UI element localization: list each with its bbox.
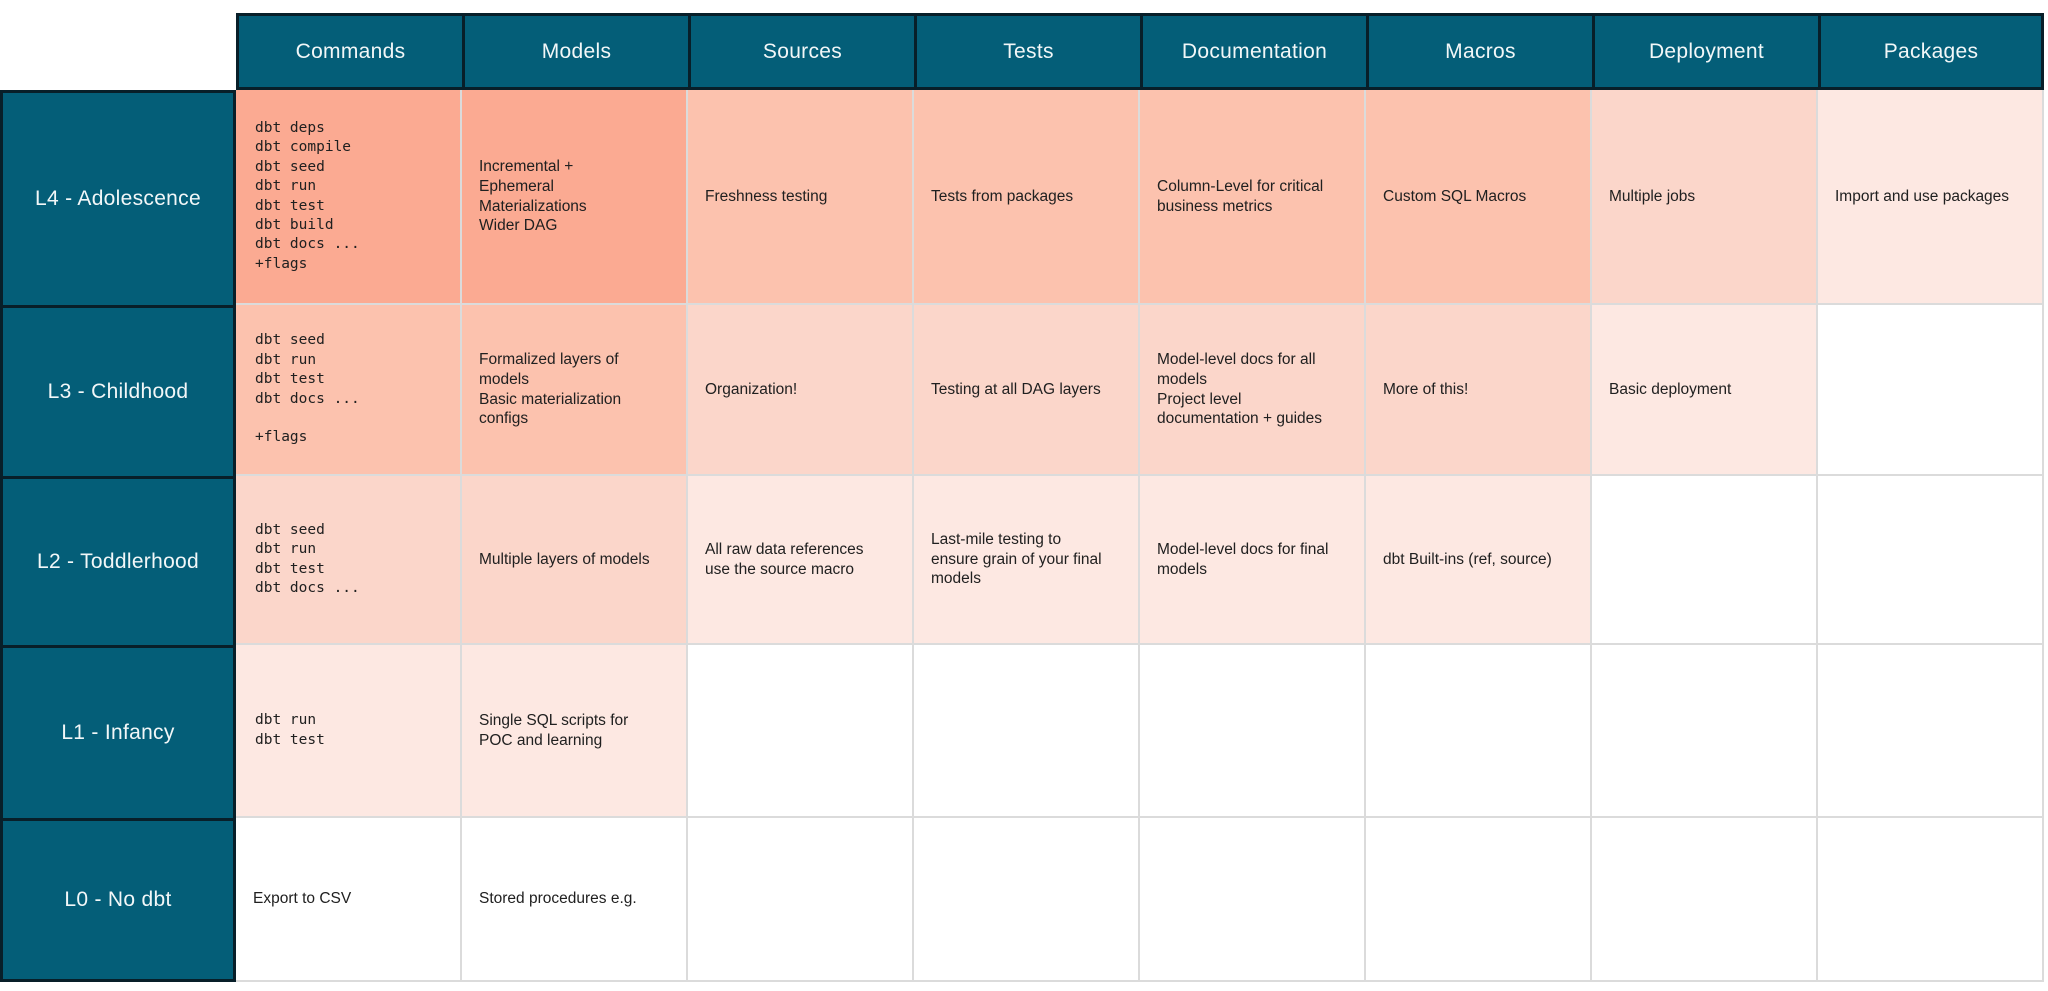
cell-l3-packages (1818, 305, 2044, 476)
cell-l1-packages (1818, 645, 2044, 818)
column-header-models: Models (462, 13, 688, 90)
cell-l2-tests: Last-mile testing to ensure grain of you… (914, 476, 1140, 645)
cell-l2-commands: dbt seed dbt run dbt test dbt docs ... (236, 476, 462, 645)
cell-l2-models: Multiple layers of models (462, 476, 688, 645)
cell-l2-macros: dbt Built-ins (ref, source) (1366, 476, 1592, 645)
cell-l2-deployment (1592, 476, 1818, 645)
cell-l0-deployment (1592, 818, 1818, 982)
cell-l1-models: Single SQL scripts for POC and learning (462, 645, 688, 818)
cell-l1-documentation (1140, 645, 1366, 818)
cell-l3-macros: More of this! (1366, 305, 1592, 476)
cell-l0-macros (1366, 818, 1592, 982)
cell-l3-documentation: Model-level docs for all models Project … (1140, 305, 1366, 476)
cell-l3-commands: dbt seed dbt run dbt test dbt docs ... +… (236, 305, 462, 476)
cell-l3-models: Formalized layers of models Basic materi… (462, 305, 688, 476)
cell-l2-sources: All raw data references use the source m… (688, 476, 914, 645)
cell-l1-tests (914, 645, 1140, 818)
cell-l4-models: Incremental + Ephemeral Materializations… (462, 90, 688, 305)
cell-l4-tests: Tests from packages (914, 90, 1140, 305)
cell-l2-packages (1818, 476, 2044, 645)
cell-l4-macros: Custom SQL Macros (1366, 90, 1592, 305)
cell-l0-commands: Export to CSV (236, 818, 462, 982)
cell-l4-commands: dbt deps dbt compile dbt seed dbt run db… (236, 90, 462, 305)
cell-l0-packages (1818, 818, 2044, 982)
column-header-documentation: Documentation (1140, 13, 1366, 90)
cell-l4-documentation: Column-Level for critical business metri… (1140, 90, 1366, 305)
column-header-commands: Commands (236, 13, 462, 90)
cell-l4-deployment: Multiple jobs (1592, 90, 1818, 305)
cell-l1-commands: dbt run dbt test (236, 645, 462, 818)
cell-l3-tests: Testing at all DAG layers (914, 305, 1140, 476)
row-label-l2-toddlerhood: L2 - Toddlerhood (0, 476, 236, 645)
cell-l3-deployment: Basic deployment (1592, 305, 1818, 476)
column-header-sources: Sources (688, 13, 914, 90)
maturity-table: Commands Models Sources Tests Documentation M… (0, 13, 2044, 982)
column-header-tests: Tests (914, 13, 1140, 90)
cell-l1-sources (688, 645, 914, 818)
cell-l0-tests (914, 818, 1140, 982)
cell-l1-macros (1366, 645, 1592, 818)
cell-l3-sources: Organization! (688, 305, 914, 476)
cell-l0-sources (688, 818, 914, 982)
cell-l1-deployment (1592, 645, 1818, 818)
row-label-l0-no-dbt: L0 - No dbt (0, 818, 236, 982)
cell-l0-documentation (1140, 818, 1366, 982)
column-header-packages: Packages (1818, 13, 2044, 90)
column-header-macros: Macros (1366, 13, 1592, 90)
column-header-deployment: Deployment (1592, 13, 1818, 90)
cell-l0-models: Stored procedures e.g. (462, 818, 688, 982)
cell-l2-documentation: Model-level docs for final models (1140, 476, 1366, 645)
cell-l4-sources: Freshness testing (688, 90, 914, 305)
table-corner-spacer (0, 13, 236, 90)
row-label-l3-childhood: L3 - Childhood (0, 305, 236, 476)
row-label-l1-infancy: L1 - Infancy (0, 645, 236, 818)
cell-l4-packages: Import and use packages (1818, 90, 2044, 305)
row-label-l4-adolescence: L4 - Adolescence (0, 90, 236, 305)
